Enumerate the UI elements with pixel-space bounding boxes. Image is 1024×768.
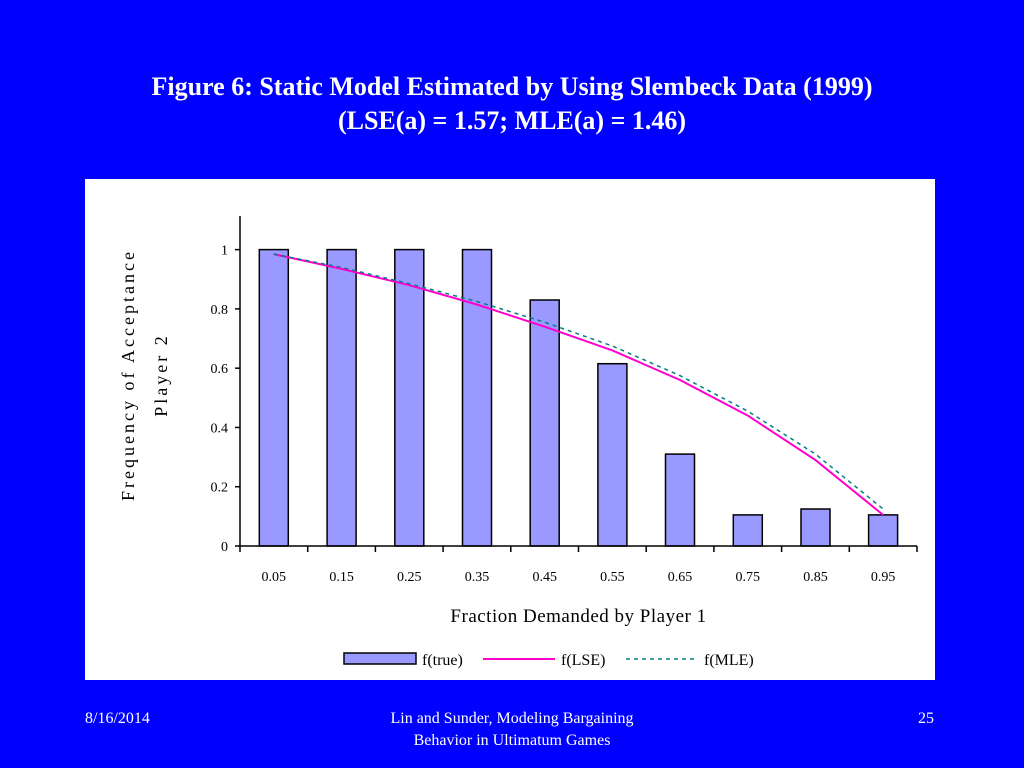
x-tick-label: 0.75 (736, 570, 761, 585)
footer-caption-line-2: Behavior in Ultimatum Games (413, 732, 611, 749)
bar-0.75 (732, 514, 764, 547)
bar-0.65 (664, 453, 696, 547)
y-tick-label: 0.2 (211, 481, 229, 496)
chart: 0 0.2 0.4 0.6 0.8 1 0.05 0.15 0.25 0.35 0.45 0.55 0.… (118, 216, 918, 669)
bar-0.85 (800, 508, 831, 547)
x-tick-label: 0.45 (532, 570, 557, 585)
series-line-f-mle (273, 253, 884, 510)
x-tick-label: 0.25 (397, 570, 422, 585)
y-tick-label: 0.6 (211, 362, 229, 377)
y-tick-label: 0 (221, 540, 228, 555)
footer-caption-line-1: Lin and Sunder, Modeling Bargaining (390, 710, 634, 727)
series-line-f-lse (273, 253, 884, 516)
y-tick-label: 0.8 (211, 303, 229, 318)
bar-0.95 (867, 514, 899, 547)
slide-title-line-1: Figure 6: Static Model Estimated by Usin… (151, 72, 873, 101)
bar-0.45 (529, 299, 560, 547)
chart-panel: 0 0.2 0.4 0.6 0.8 1 0.05 0.15 0.25 0.35 0.45 0.55 0.… (85, 179, 935, 680)
bar-0.35 (461, 248, 493, 547)
footer-page-number: 25 (918, 710, 934, 727)
slide-title: Figure 6: Static Model Estimated by Usin… (0, 70, 1024, 138)
x-tick-label: 0.15 (329, 570, 354, 585)
legend-swatch-f-true (343, 652, 417, 665)
y-tick-label: 1 (221, 244, 228, 259)
x-tick-label: 0.65 (668, 570, 693, 585)
y-tick-label: 0.4 (211, 421, 229, 436)
x-tick-label: 0.95 (871, 570, 896, 585)
bar-0.15 (326, 248, 357, 547)
slide-title-line-2: (LSE(a) = 1.57; MLE(a) = 1.46) (337, 106, 687, 135)
y-axis-label-line-2: Player 2 (151, 333, 171, 416)
y-axis-label-line-1: Frequency of Acceptance (118, 249, 138, 501)
bar-0.25 (394, 248, 425, 547)
x-tick-label: 0.05 (262, 570, 287, 585)
x-tick-label: 0.85 (803, 570, 828, 585)
x-tick-label: 0.35 (465, 570, 490, 585)
x-tick-label: 0.55 (600, 570, 625, 585)
x-axis-label: Fraction Demanded by Player 1 (450, 606, 706, 627)
footer-caption: Lin and Sunder, Modeling Bargaining Beha… (312, 708, 712, 752)
bar-0.05 (258, 248, 290, 547)
legend-label-f-mle: f(MLE) (704, 652, 754, 669)
bar-0.55 (597, 362, 628, 547)
legend-label-f-lse: f(LSE) (561, 652, 605, 669)
legend-label-f-true: f(true) (422, 652, 463, 669)
footer-date: 8/16/2014 (85, 710, 150, 727)
